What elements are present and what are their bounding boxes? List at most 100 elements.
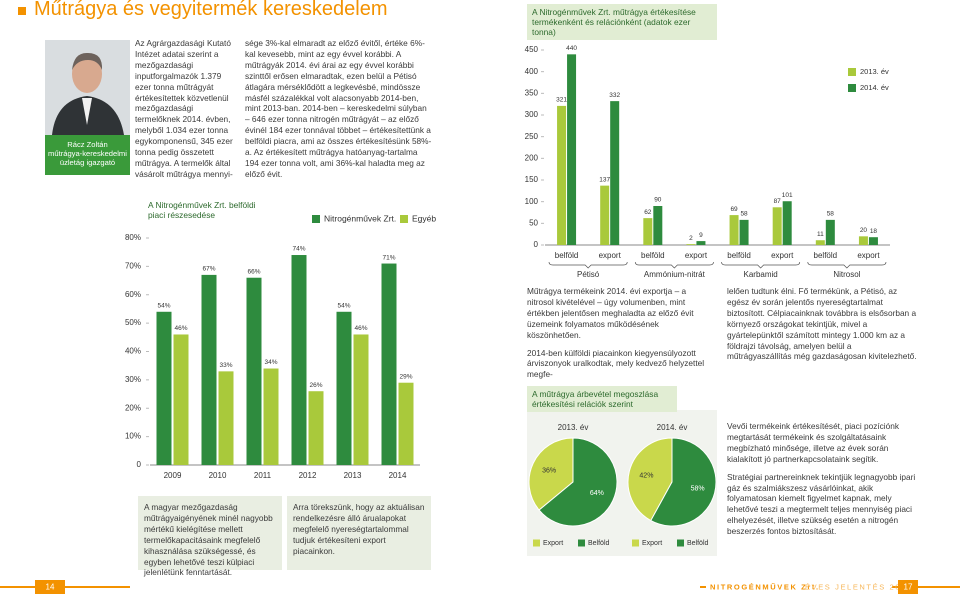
x-tick-label: belföld — [555, 251, 579, 260]
pie-label: 2014. év — [657, 423, 688, 432]
value-label: 87 — [774, 198, 782, 205]
slice-label: 42% — [639, 472, 653, 479]
legend-label: Nitrogénművek Zrt. — [324, 213, 396, 223]
value-label: 69 — [730, 206, 738, 213]
photo-hair — [72, 52, 103, 70]
paragraph: Műtrágya termékeink 2014. évi exportja –… — [527, 286, 694, 340]
bar — [398, 382, 414, 465]
value-label: 58 — [740, 211, 748, 218]
legend-label: Export — [642, 540, 662, 547]
y-tick-label: 100 — [525, 197, 539, 206]
legend-swatch — [400, 215, 408, 223]
chart-title: A Nitrogénművek Zrt. belföldi piaci rész… — [148, 200, 256, 220]
quote-box: Arra törekszünk, hogy az aktuálisan rend… — [287, 496, 431, 570]
y-tick-label: 70% — [125, 261, 141, 270]
value-label: 26% — [309, 382, 322, 389]
x-tick-label: export — [599, 251, 622, 260]
bar — [696, 241, 706, 245]
y-tick-label: 40% — [125, 347, 141, 356]
value-label: 62 — [644, 209, 652, 216]
legend-label: Belföld — [588, 540, 610, 547]
paragraph: 2014-ben külföldi piacainkon kiegyensúly… — [527, 347, 705, 380]
page-title: Műtrágya és vegyitermék kereskedelem — [34, 0, 388, 20]
text-column: lelően tudtunk élni. Fő termékünk, a Pét… — [727, 286, 917, 362]
legend-label: 2014. év — [860, 83, 889, 92]
bar — [739, 219, 749, 245]
pie-slice — [650, 437, 717, 527]
x-tick-label: export — [685, 251, 708, 260]
photo-shirt — [82, 98, 92, 125]
chart-title: A műtrágya árbevétel megoszlása értékesí… — [527, 386, 677, 412]
legend-swatch — [533, 539, 540, 547]
value-label: 2 — [689, 235, 693, 242]
bar — [729, 215, 739, 245]
bar — [782, 201, 792, 245]
y-tick-label: 250 — [525, 132, 539, 141]
bar — [858, 236, 868, 245]
y-tick-label: 20% — [125, 403, 141, 412]
y-tick-label: 10% — [125, 432, 141, 441]
bar — [336, 311, 352, 465]
value-label: 74% — [292, 246, 305, 253]
y-tick-label: 50% — [125, 318, 141, 327]
legend-swatch — [848, 68, 856, 76]
group-brace — [548, 261, 628, 269]
header-marker — [18, 7, 26, 15]
legend-label: 2013. év — [860, 67, 889, 76]
x-tick-label: export — [857, 251, 880, 260]
group-label: Nitrosol — [833, 270, 860, 279]
footer-text-bg — [706, 581, 892, 593]
bar — [868, 237, 878, 245]
legend-swatch — [632, 539, 639, 547]
bar — [567, 54, 577, 246]
bar — [201, 274, 217, 465]
bar — [353, 334, 369, 465]
bar — [308, 391, 324, 465]
y-tick-label: 0 — [534, 240, 539, 249]
x-tick-label: 2012 — [299, 471, 317, 480]
value-label: 101 — [782, 192, 793, 199]
pie-slice — [538, 437, 618, 527]
bar — [263, 368, 279, 465]
caption-role: üzletág igazgató — [59, 158, 116, 167]
y-tick-label: 400 — [525, 67, 539, 76]
y-tick-label: 60% — [125, 290, 141, 299]
group-label: Pétisó — [577, 270, 600, 279]
value-label: 71% — [382, 254, 395, 261]
bar — [557, 105, 567, 246]
bar — [772, 207, 782, 245]
bar — [291, 255, 307, 465]
footer-page-box — [898, 580, 918, 594]
y-tick-label: 80% — [125, 233, 141, 242]
group-label: Karbamid — [744, 270, 778, 279]
group-brace — [634, 261, 714, 269]
page-number: 17 — [904, 583, 913, 592]
y-tick-label: 350 — [525, 88, 539, 97]
value-label: 46% — [174, 325, 187, 332]
value-label: 440 — [566, 45, 577, 52]
legend-label: Belföld — [687, 540, 709, 547]
value-label: 58 — [827, 211, 835, 218]
y-tick-label: 50 — [529, 218, 538, 227]
bar — [381, 263, 397, 465]
bar — [643, 218, 653, 245]
text-column: Az Agrárgazdasági Kutató Intézet adatai … — [135, 38, 233, 179]
pie-slice — [528, 437, 574, 511]
bar — [815, 240, 825, 245]
slice-label: 64% — [590, 490, 604, 497]
bar — [600, 185, 610, 245]
group-brace — [721, 261, 801, 269]
x-tick-label: 2013 — [344, 471, 362, 480]
pie-label: 2013. év — [558, 423, 589, 432]
bar — [218, 371, 234, 465]
quote-box: A magyar mezőgazdaság műtrágyaigényének … — [138, 496, 282, 577]
text-column: Műtrágya termékeink 2014. évi exportja –… — [527, 286, 713, 387]
text-column: Vevői termékeink értékesítését, piaci po… — [727, 421, 917, 544]
x-tick-label: export — [771, 251, 794, 260]
y-tick-label: 150 — [525, 175, 539, 184]
value-label: 18 — [870, 228, 878, 235]
x-tick-label: 2010 — [209, 471, 227, 480]
caption-box — [45, 135, 130, 175]
value-label: 66% — [247, 268, 260, 275]
legend-label: Export — [543, 540, 563, 547]
